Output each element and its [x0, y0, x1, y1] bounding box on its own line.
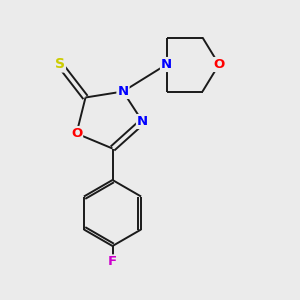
Text: N: N	[161, 58, 172, 71]
Text: O: O	[213, 58, 225, 71]
Text: N: N	[117, 85, 129, 98]
Text: F: F	[108, 255, 117, 268]
Text: N: N	[137, 115, 148, 128]
Text: S: S	[55, 58, 65, 71]
Text: O: O	[71, 127, 82, 140]
